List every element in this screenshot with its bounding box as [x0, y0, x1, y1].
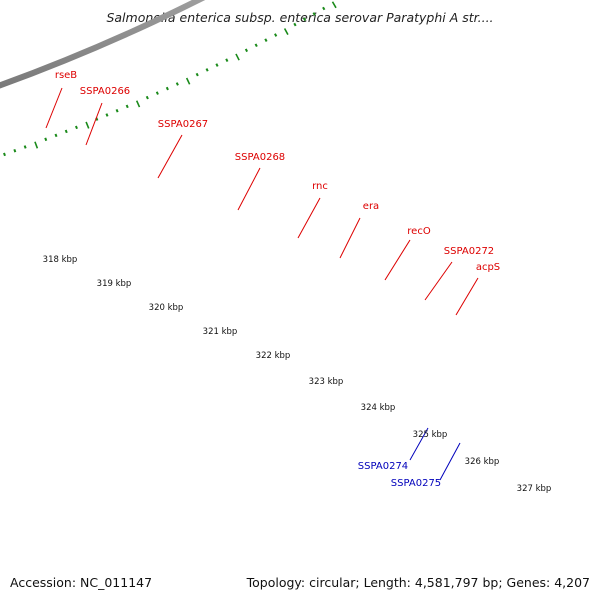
- outer-tick-mark: [322, 6, 326, 11]
- outer-tick-mark: [331, 1, 337, 9]
- scale-label: 324 kbp: [361, 403, 396, 413]
- label-leader-SSPA0268: [237, 167, 261, 211]
- label-leader-era: [339, 217, 361, 259]
- outer-tick-mark: [74, 125, 78, 130]
- label-leader-SSPA0275: [439, 442, 461, 481]
- scale-label: 323 kbp: [309, 377, 344, 387]
- outer-tick-mark: [3, 152, 6, 157]
- outer-tick-mark: [254, 43, 258, 48]
- outer-tick-mark: [85, 121, 90, 129]
- scale-label: 322 kbp: [256, 351, 291, 361]
- outer-tick-mark: [165, 86, 169, 91]
- gene-label-rnc: rnc: [312, 181, 328, 192]
- outer-tick-mark: [125, 104, 129, 109]
- outer-tick-mark: [185, 77, 191, 85]
- outer-tick-mark: [34, 141, 39, 149]
- label-leader-rnc: [297, 197, 321, 239]
- gene-label-SSPA0266: SSPA0266: [80, 86, 130, 97]
- scale-label: 326 kbp: [465, 457, 500, 467]
- scale-label: 318 kbp: [43, 255, 78, 265]
- gene-label-SSPA0272: SSPA0272: [444, 246, 494, 257]
- label-leader-SSPA0272: [424, 261, 453, 301]
- gene-label-SSPA0267: SSPA0267: [158, 119, 208, 130]
- outer-tick-mark: [244, 48, 249, 53]
- gene-label-acpS: acpS: [476, 262, 500, 273]
- gene-label-rseB: rseB: [55, 70, 77, 81]
- outer-tick-mark: [54, 133, 58, 138]
- outer-tick-mark: [175, 82, 179, 86]
- outer-tick-mark: [215, 63, 219, 67]
- outer-tick-mark: [13, 148, 17, 153]
- scale-label: 325 kbp: [413, 430, 448, 440]
- accession-label: Accession: NC_011147: [10, 575, 153, 590]
- outer-tick-mark: [312, 12, 316, 16]
- label-leader-SSPA0267: [157, 134, 183, 179]
- gene-label-SSPA0274: SSPA0274: [358, 461, 408, 472]
- outer-tick-mark: [44, 137, 48, 142]
- outer-tick-mark: [264, 38, 268, 42]
- map-title: Salmonella enterica subsp. enterica sero…: [106, 10, 494, 25]
- scale-label: 319 kbp: [97, 279, 132, 289]
- outer-tick-mark: [274, 33, 278, 37]
- outer-tick-mark: [195, 72, 199, 77]
- gene-label-SSPA0275: SSPA0275: [391, 478, 441, 489]
- label-leader-SSPA0274: [409, 427, 429, 461]
- outer-tick-mark: [23, 145, 27, 149]
- scale-label: 320 kbp: [149, 303, 184, 313]
- outer-tick-mark: [205, 68, 209, 72]
- tick-layer: [3, 1, 337, 157]
- label-leader-SSPA0266: [85, 102, 103, 146]
- outer-tick-mark: [283, 28, 289, 36]
- outer-tick-mark: [64, 129, 68, 134]
- outer-tick-mark: [293, 22, 297, 27]
- label-leader-recO: [384, 239, 411, 281]
- outer-tick-mark: [235, 53, 240, 61]
- label-leader-rseB: [45, 87, 63, 129]
- scale-label: 327 kbp: [517, 484, 552, 494]
- gene-label-era: era: [363, 201, 379, 212]
- outer-tick-mark: [145, 95, 149, 100]
- label-leader-acpS: [455, 277, 479, 316]
- backbone-layer: [0, 0, 206, 89]
- scale-label: 321 kbp: [203, 327, 238, 337]
- outer-tick-mark: [105, 113, 109, 117]
- gene-label-SSPA0268: SSPA0268: [235, 152, 285, 163]
- scale-layer: 318 kbp 319 kbp 320 kbp 321 kbp 322 kbp 323 k…: [43, 255, 552, 494]
- outer-tick-mark: [302, 17, 307, 22]
- outer-tick-mark: [225, 58, 229, 62]
- genome-summary: Topology: circular; Length: 4,581,797 bp…: [246, 575, 590, 590]
- gene-label-recO: recO: [407, 226, 431, 237]
- outer-tick-mark: [135, 100, 141, 108]
- genome-backbone: [0, 0, 206, 89]
- outer-tick-mark: [155, 91, 159, 95]
- outer-tick-mark: [115, 108, 119, 113]
